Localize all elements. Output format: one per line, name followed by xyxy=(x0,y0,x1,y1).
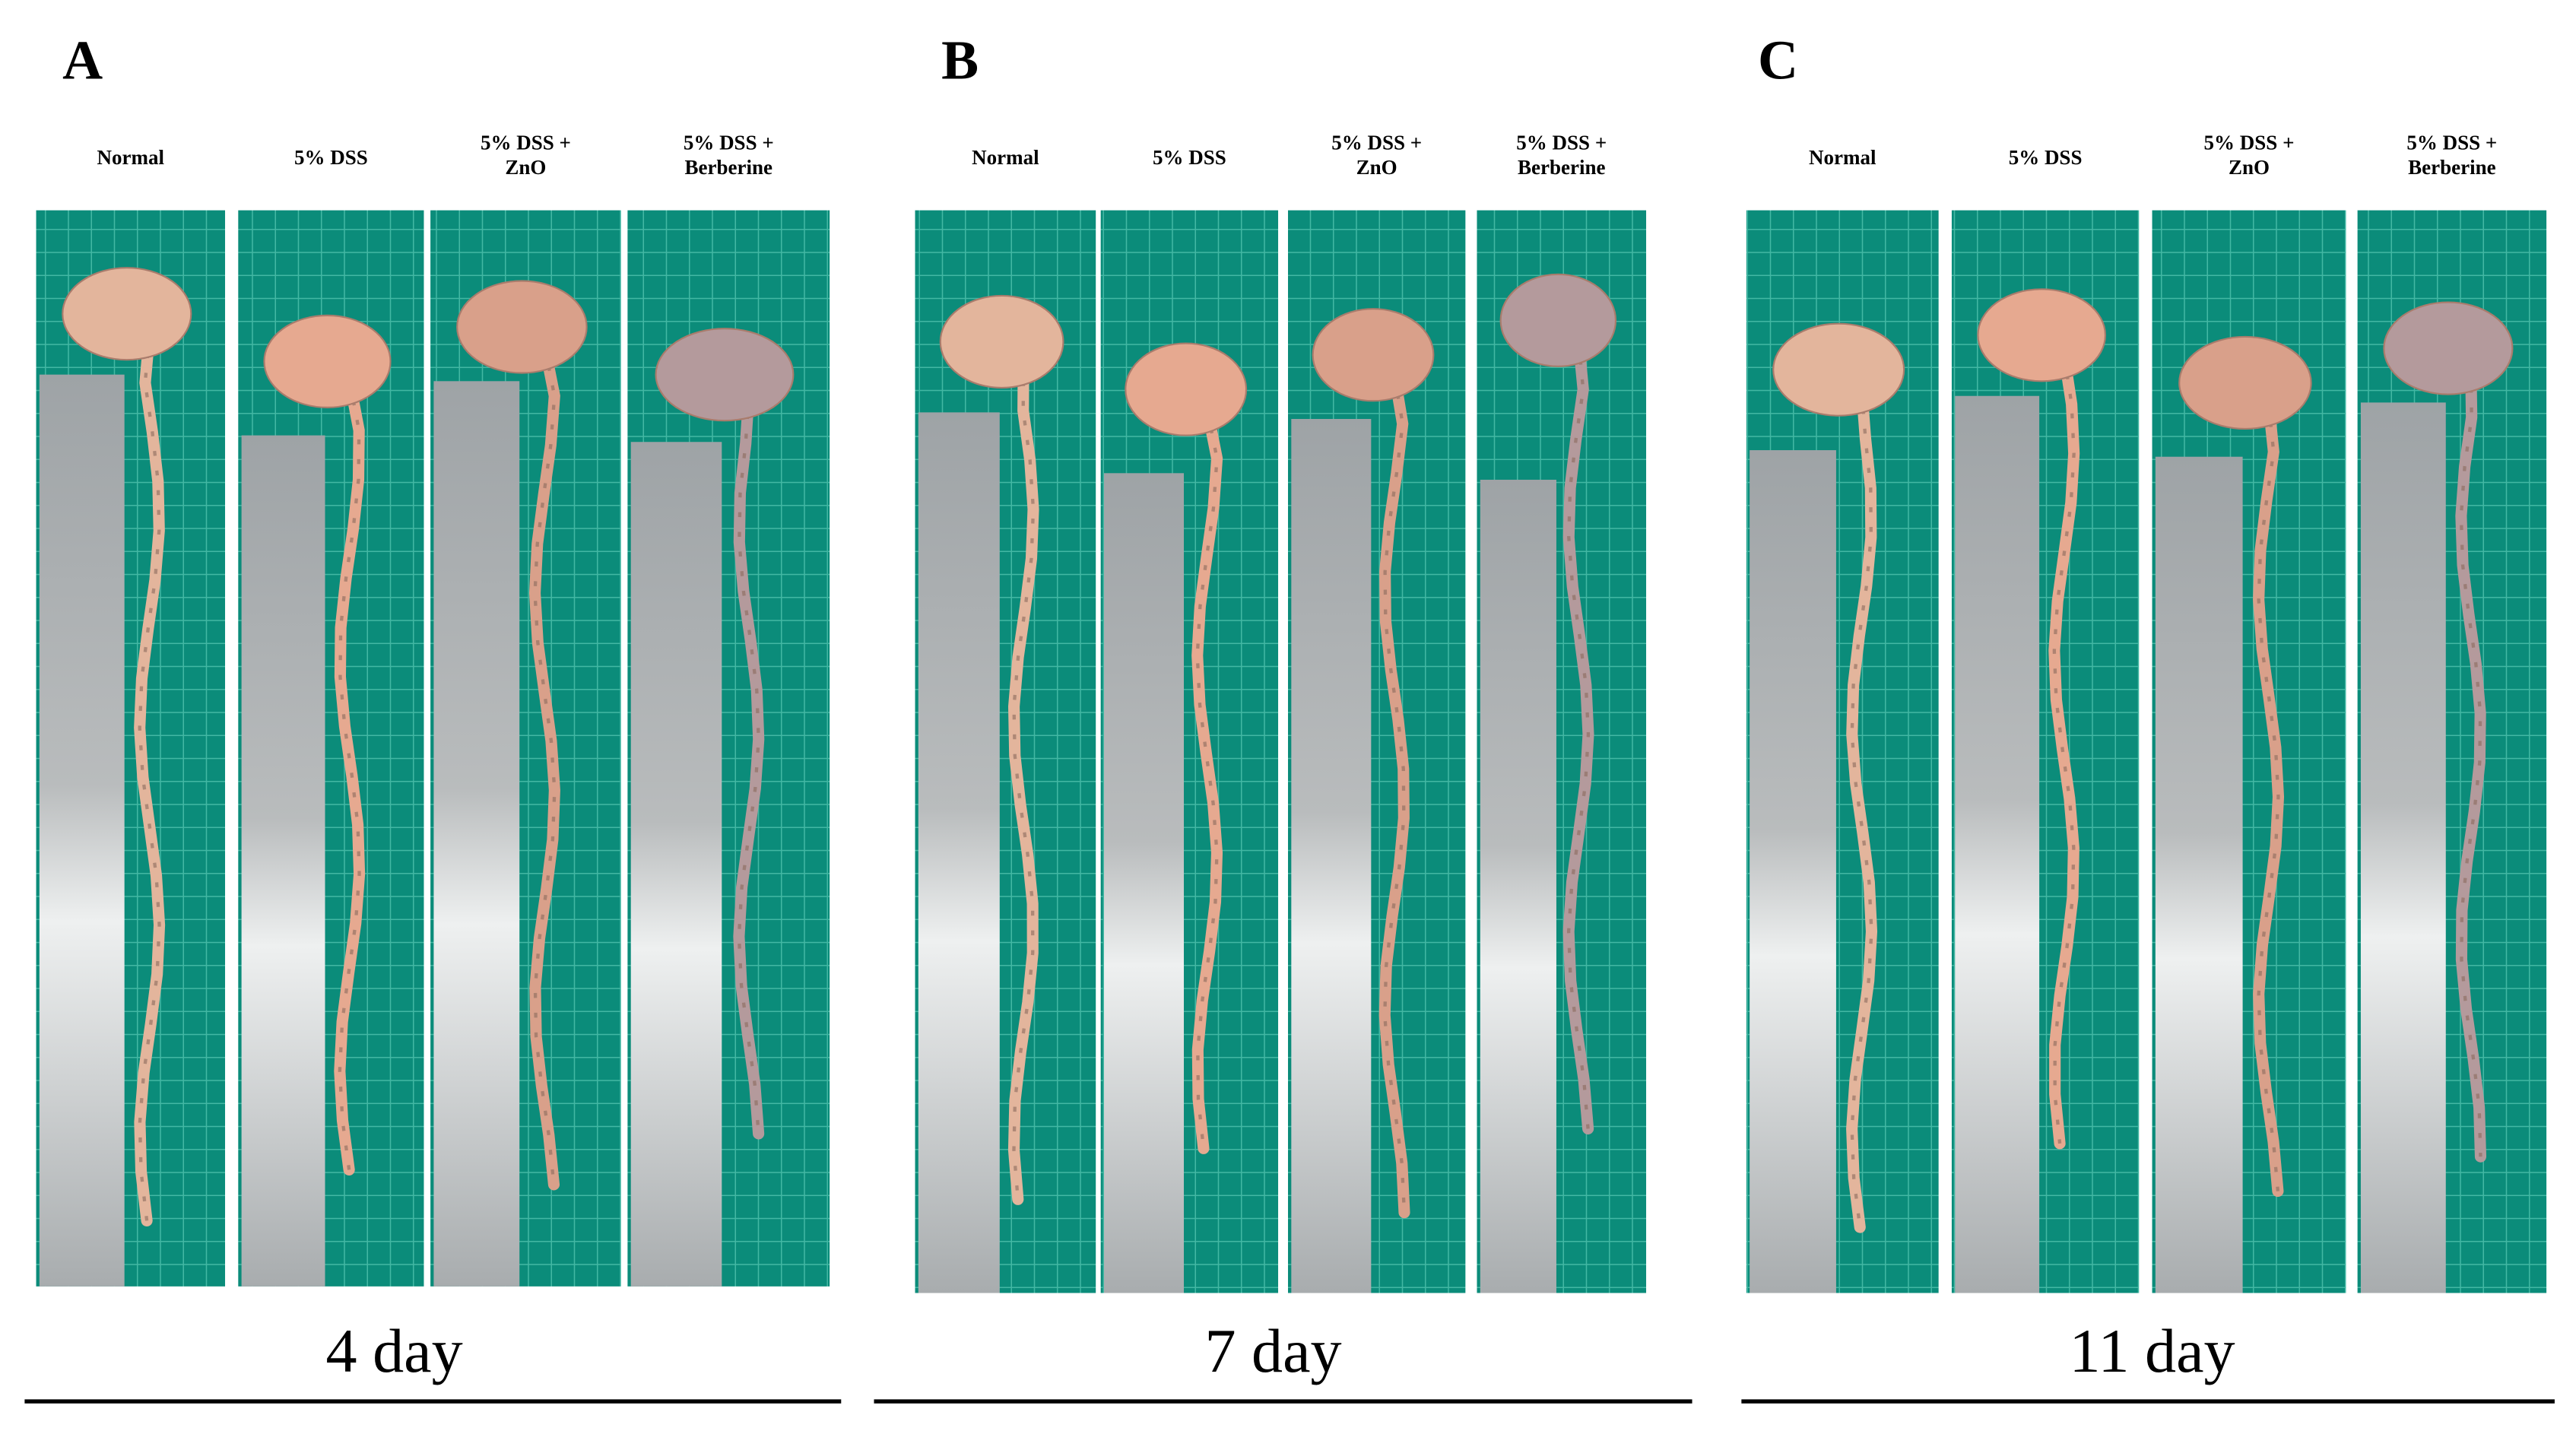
column-label: 5% DSS + xyxy=(481,132,571,154)
specimen-photo xyxy=(2152,210,2346,1293)
colon xyxy=(733,389,765,1140)
ruler xyxy=(2360,402,2446,1293)
specimen-photo xyxy=(915,210,1096,1293)
cecum xyxy=(263,314,392,408)
cecum xyxy=(1499,273,1617,367)
day-label: 11 day xyxy=(2069,1316,2235,1385)
column-label: 5% DSS xyxy=(294,146,368,169)
ruler xyxy=(2155,456,2243,1293)
colon-shade xyxy=(1850,389,1873,1228)
colon xyxy=(1191,403,1223,1154)
colon-shade xyxy=(533,346,557,1185)
colon-shade xyxy=(2459,367,2482,1157)
column-label: 5% DSS + xyxy=(1331,132,1422,154)
cecum xyxy=(2383,301,2514,395)
cecum xyxy=(1977,288,2106,382)
ruler xyxy=(918,412,1000,1293)
cecum xyxy=(456,280,588,374)
cecum xyxy=(939,294,1064,389)
column-label: 5% DSS xyxy=(2009,146,2083,169)
specimen-photo xyxy=(2357,210,2547,1293)
ruler xyxy=(433,381,520,1287)
day-label: 4 day xyxy=(326,1316,463,1385)
ruler xyxy=(630,442,722,1287)
ruler xyxy=(1291,418,1372,1293)
column-label: 5% DSS + xyxy=(2406,132,2497,154)
cecum xyxy=(62,267,192,361)
column-label: 5% DSS + xyxy=(684,132,774,154)
panel-letter: B xyxy=(941,30,979,91)
specimen-photo xyxy=(430,210,621,1287)
column-label: 5% DSS + xyxy=(1516,132,1607,154)
specimen-photo xyxy=(1746,210,1939,1293)
column-label: 5% DSS xyxy=(1153,146,1226,169)
specimen-photo xyxy=(1477,210,1647,1293)
cecum xyxy=(1312,308,1435,402)
cecum xyxy=(1772,322,1905,417)
panel-letter: C xyxy=(1758,30,1798,91)
specimen-photo xyxy=(1951,210,2140,1293)
ruler xyxy=(1955,395,2040,1293)
column-label: 5% DSS + xyxy=(2204,132,2295,154)
specimen-photo xyxy=(36,210,226,1287)
colon-shade xyxy=(338,380,361,1170)
column-label: Normal xyxy=(972,146,1039,169)
colon-shade xyxy=(1383,374,1407,1213)
cecum xyxy=(1125,342,1248,436)
specimen-photo xyxy=(1288,210,1466,1293)
column-label: ZnO xyxy=(1356,156,1397,179)
specimen-photo xyxy=(238,210,424,1287)
colon-shade xyxy=(2257,402,2280,1191)
colon-shade xyxy=(1012,361,1036,1200)
column-label: Berberine xyxy=(2408,156,2495,179)
column-label: ZnO xyxy=(505,156,546,179)
colon-shade xyxy=(1566,340,1591,1129)
colon xyxy=(134,328,166,1226)
specimen-photo xyxy=(1100,210,1279,1293)
colon-shade xyxy=(2052,354,2076,1144)
cecum xyxy=(2178,335,2312,430)
day-label: 7 day xyxy=(1204,1316,1341,1385)
ruler xyxy=(1480,479,1556,1293)
ruler xyxy=(39,374,125,1287)
column-label: Berberine xyxy=(685,156,772,179)
specimen-photo xyxy=(627,210,830,1287)
column-label: Normal xyxy=(97,146,165,169)
column-label: Normal xyxy=(1809,146,1876,169)
panel-letter: A xyxy=(62,30,103,91)
ruler xyxy=(1104,473,1185,1293)
ruler xyxy=(241,435,325,1287)
ruler xyxy=(1750,450,1836,1293)
column-label: Berberine xyxy=(1518,156,1605,179)
cecum xyxy=(655,328,795,422)
column-label: ZnO xyxy=(2229,156,2270,179)
